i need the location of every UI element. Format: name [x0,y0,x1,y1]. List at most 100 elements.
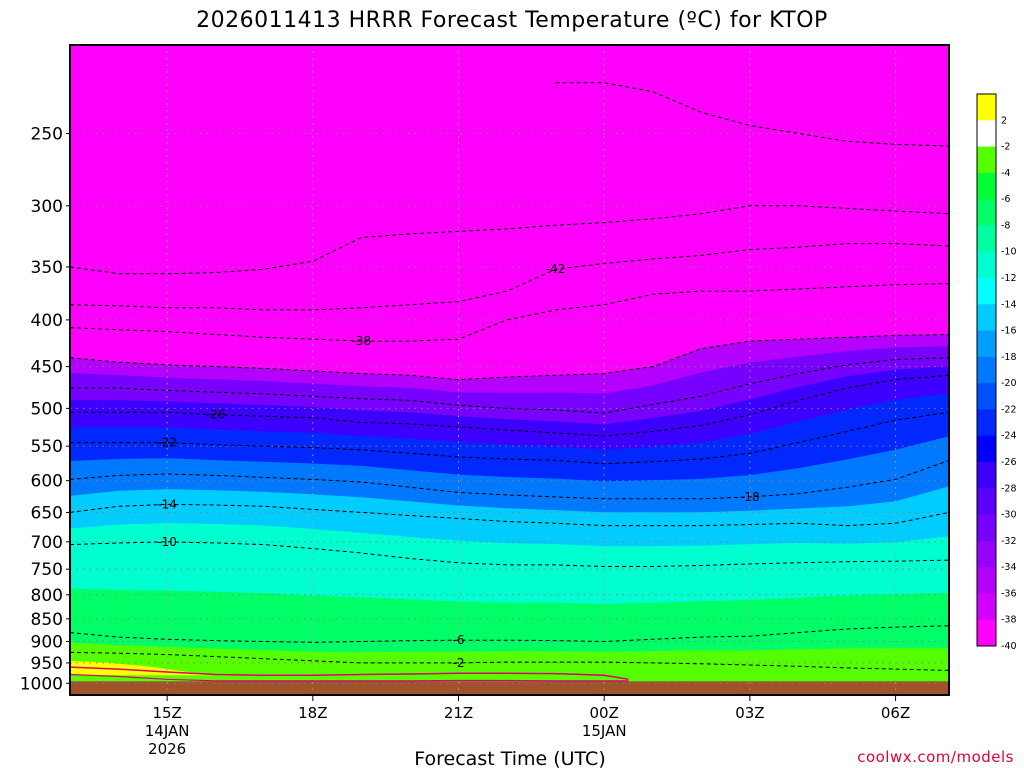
band-mid--10 [70,523,949,567]
isotherm-label--26: -26 [206,408,226,422]
legend-swatch--38 [977,593,996,621]
isotherm-label--38: -38 [352,334,372,348]
x-tick-label-15Z: 15Z [152,704,181,722]
chart-title: 2026011413 HRRR Forecast Temperature (ºC… [196,8,828,33]
isotherm--18 [70,459,949,500]
x-tick-label-21Z: 21Z [444,704,473,722]
band-mid--26 [70,366,949,436]
band-mid--6 [70,588,949,643]
x-tick-sublabel-2026: 2026 [148,740,186,758]
y-tick-label-1000: 1000 [20,674,63,694]
legend-label--2: -2 [1001,142,1010,153]
isotherm-labels: -2 -6 -10 -14 -18 -22 -26 -38 -42 [157,262,760,670]
isotherm--10 [70,541,949,567]
y-tick-label-300: 300 [31,197,63,217]
y-tick-label-650: 650 [31,503,63,523]
y-tick-label-400: 400 [31,311,63,331]
legend-label--4: -4 [1001,168,1010,179]
legend-swatch-2 [977,94,996,121]
band-mid--30 [70,346,949,414]
legend-label--26: -26 [1001,457,1017,468]
isotherm--14 [70,503,949,527]
isotherm--26 [70,374,949,437]
isotherm-contours [70,82,949,682]
legend-swatch--4 [977,146,996,174]
band-mid--22 [70,393,949,464]
isotherm-label--42: -42 [546,262,566,276]
isotherm--22 [70,411,949,465]
isotherm-freezing-lower [70,673,629,682]
isotherm--46 [70,205,949,275]
legend-swatch--8 [977,199,996,226]
legend-label--8: -8 [1001,220,1010,231]
legend-swatch--36 [977,567,996,594]
legend-swatch--32 [977,514,996,542]
isotherm--38 [70,283,949,342]
plot-frame [69,44,950,696]
isotherm-label--6: -6 [453,633,465,647]
legend-label--38: -38 [1001,615,1017,626]
y-tick-label-550: 550 [31,437,63,457]
legend-label--14: -14 [1001,299,1017,310]
grid-lines [70,45,949,695]
color-scale-legend: 2 -2 -4 -6 -8 -10 -12 -14 -16 -18 -20 -22 -24 -26 -28 -… [976,93,1017,652]
x-axis-title: Forecast Time (UTC) [414,748,605,768]
legend-swatch--10 [977,225,996,253]
y-tick-label-700: 700 [31,533,63,553]
legend-swatch--26 [977,435,996,463]
isotherm-label--2: -2 [453,656,465,670]
isotherm--50 [555,82,949,147]
legend-label-2: 2 [1001,115,1007,126]
legend-label--36: -36 [1001,588,1017,599]
x-tick-sublabel-14JAN: 14JAN [145,722,190,740]
y-tick-label-750: 750 [31,560,63,580]
band-mid--14 [70,486,949,526]
legend-label--6: -6 [1001,194,1010,205]
isotherm-label--14: -14 [157,497,177,511]
band-above-freezing [70,660,216,676]
isotherm-label--18: -18 [740,490,760,504]
legend-swatch--28 [977,462,996,489]
legend-label--32: -32 [1001,536,1017,547]
y-tick-label-850: 850 [31,610,63,630]
x-tick-label-03Z: 03Z [735,704,764,722]
x-tick-sublabel-15JAN: 15JAN [582,722,627,740]
legend-swatch--18 [977,330,996,358]
ground-surface [70,681,949,695]
legend-label--22: -22 [1001,404,1017,415]
y-tick-label-600: 600 [31,472,63,492]
legend-swatch--12 [977,251,996,279]
isotherm--6 [70,625,949,643]
legend-swatch--20 [977,356,996,384]
x-tick-label-00Z: 00Z [590,704,619,722]
legend-label--16: -16 [1001,326,1017,337]
y-tick-label-350: 350 [31,258,63,278]
legend-swatch--40 [977,619,996,647]
legend-label--10: -10 [1001,247,1017,258]
y-tick-label-500: 500 [31,399,63,419]
x-tick-label-06Z: 06Z [881,704,910,722]
legend-swatch--14 [977,278,996,305]
legend-swatch--6 [977,172,996,200]
y-tick-label-800: 800 [31,586,63,606]
legend-label--28: -28 [1001,483,1017,494]
y-tick-label-900: 900 [31,632,63,652]
legend-label--30: -30 [1001,510,1017,521]
y-tick-label-450: 450 [31,358,63,378]
isotherm--34 [70,334,949,381]
isotherm--2 [70,651,949,671]
y-tick-label-250: 250 [31,124,63,144]
pressure-axis: 250 300 350 400 450 500 550 600 650 700 750 800 8509… [20,124,70,694]
legend-swatch--30 [977,488,996,516]
legend-label--12: -12 [1001,273,1017,284]
legend-swatch--22 [977,383,996,410]
ground-fill [70,681,949,695]
legend-swatch--2 [977,120,996,148]
legend-swatch--34 [977,540,996,568]
credit-link[interactable]: coolwx.com/models [857,748,1014,766]
legend-label--24: -24 [1001,431,1017,442]
legend-swatch--24 [977,409,996,437]
band-mid--2 [70,642,949,671]
